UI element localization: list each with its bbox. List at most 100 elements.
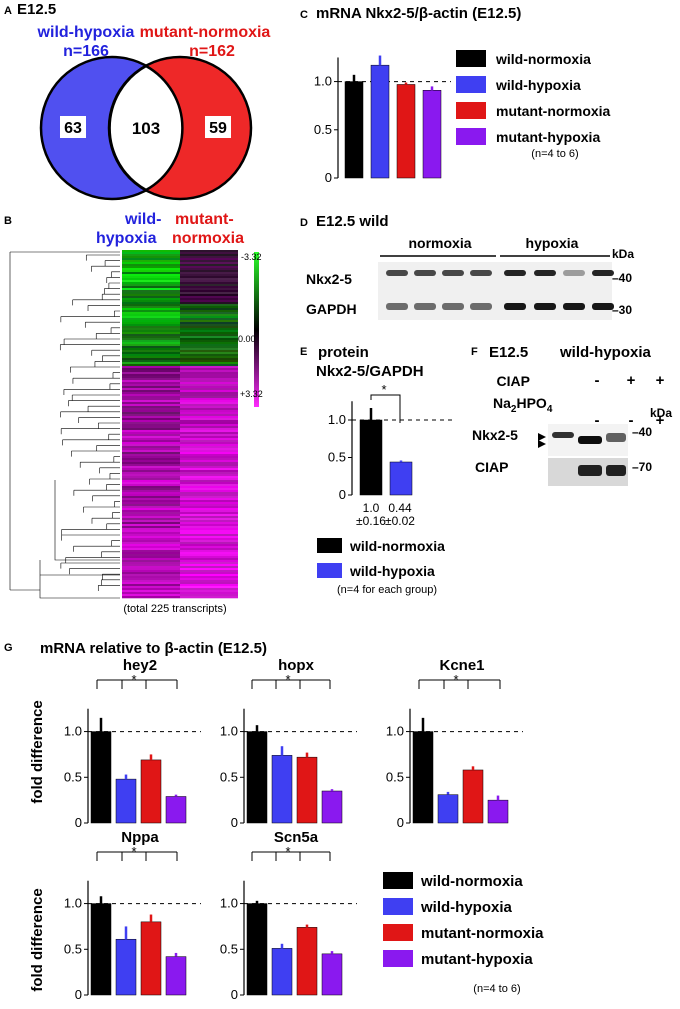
heatmap-cell <box>122 514 180 517</box>
blot-f-row-nkx: Nkx2-5 <box>472 427 518 443</box>
heatmap-cell <box>122 372 180 375</box>
panel-e-note: (n=4 for each group) <box>337 584 437 596</box>
heatmap-cell <box>180 254 238 257</box>
heatmap-cell <box>122 298 180 301</box>
color-scale-bar <box>254 252 259 407</box>
heatmap-cell <box>122 402 180 405</box>
heatmap-cell <box>122 290 180 293</box>
heatmap-cell <box>180 468 238 471</box>
dendrogram-branch <box>112 372 120 379</box>
dendrogram-branch <box>111 540 120 547</box>
heatmap-cell <box>122 532 180 535</box>
heatmap-cell <box>180 588 238 591</box>
heatmap-cell <box>180 566 238 569</box>
heatmap-cell <box>122 576 180 579</box>
heatmap-cell <box>180 462 238 465</box>
bar-mutant-normoxia <box>296 756 318 824</box>
dendrogram-branch <box>89 478 120 485</box>
ciap-sign-3: + <box>656 372 665 389</box>
band-f-ciap-3 <box>606 465 626 476</box>
heatmap-cell <box>122 380 180 383</box>
legend-swatch-wild-normoxia <box>383 872 413 889</box>
heatmap-cell <box>122 548 180 551</box>
ciap-row-label: CIAP <box>497 373 530 389</box>
panel-c-letter: C <box>300 9 308 21</box>
heatmap-cell <box>180 444 238 447</box>
heatmap-cell <box>122 558 180 561</box>
legend-swatch-mutant-normoxia <box>383 924 413 941</box>
chart-c: 0 0.5 1.0 <box>314 55 451 185</box>
heatmap-cell <box>122 464 180 467</box>
heatmap-cell <box>180 302 238 305</box>
heatmap-cell <box>122 458 180 461</box>
venn-right-label: mutant-normoxia <box>140 24 271 41</box>
dendrogram-branch <box>114 310 120 317</box>
heatmap-cell <box>122 348 180 351</box>
heatmap-cell <box>180 510 238 513</box>
heatmap-cell <box>180 546 238 549</box>
heatmap-cell <box>180 562 238 565</box>
heatmap-cell <box>180 342 238 345</box>
dendrogram-branch <box>60 411 120 418</box>
heatmap-cell <box>122 550 180 553</box>
heatmap-cell <box>180 542 238 545</box>
heatmap-cell <box>122 278 180 281</box>
heatmap-cell <box>180 454 238 457</box>
venn-left-count: 63 <box>64 120 82 137</box>
venn-left-n: n=166 <box>63 43 109 60</box>
heatmap-cell <box>122 292 180 295</box>
legend-g: wild-normoxia wild-hypoxia mutant-normoxia… <box>383 872 544 968</box>
heatmap-cell <box>180 384 238 387</box>
panel-g: G mRNA relative to β-actin (E12.5) fold … <box>4 640 544 1002</box>
heatmap-cell <box>122 582 180 585</box>
heatmap-cell <box>180 266 238 269</box>
heatmap-cell <box>122 486 180 489</box>
heatmap-cell <box>122 370 180 373</box>
legend-swatch-wild-normoxia <box>317 538 342 553</box>
heatmap-cell <box>122 580 180 583</box>
heatmap-cell <box>180 348 238 351</box>
dendrogram-branch <box>101 293 120 300</box>
heatmap-cell <box>122 252 180 255</box>
heatmap-cell <box>180 570 238 573</box>
heatmap-cell <box>122 536 180 539</box>
y-tick-label: 1.0 <box>64 724 82 739</box>
heatmap-cell <box>180 558 238 561</box>
heatmap-cell <box>180 568 238 571</box>
heatmap-cell <box>122 566 180 569</box>
heatmap-cell <box>122 424 180 427</box>
heatmap-cell <box>180 284 238 287</box>
heatmap-cell <box>122 362 180 365</box>
y-tick-label: 0.5 <box>386 769 404 784</box>
bar-mutant-hypoxia <box>165 956 187 996</box>
heatmap-cell <box>122 312 180 315</box>
chart-Nppa: Nppa 0 0.5 1.0 * <box>64 829 201 1002</box>
heatmap-cell <box>122 540 180 543</box>
chart-Scn5a: Scn5a 0 0.5 1.0 * <box>220 829 357 1002</box>
heatmap-cell <box>180 472 238 475</box>
heatmap-cell <box>180 590 238 593</box>
heatmap-cell <box>122 364 180 367</box>
dendrogram-branch <box>106 523 120 530</box>
bar-wild-normoxia <box>246 731 268 824</box>
heatmap-cell <box>180 536 238 539</box>
heatmap-cell <box>180 474 238 477</box>
band-nkx <box>442 270 464 276</box>
heatmap-cell <box>180 418 238 421</box>
heatmap-cell <box>180 516 238 519</box>
heatmap-cell <box>180 272 238 275</box>
blot-mw-40: –40 <box>612 271 632 285</box>
heatmap-cell <box>180 294 238 297</box>
band-nkx <box>534 270 556 276</box>
heatmap-cell <box>122 596 180 599</box>
heatmap-cell <box>122 530 180 533</box>
dendrogram-branch <box>92 495 120 502</box>
heatmap-cell <box>122 484 180 487</box>
heatmap-cell <box>180 332 238 335</box>
heatmap-cell <box>122 544 180 547</box>
dendrogram-branch <box>97 422 120 429</box>
heatmap-cell <box>180 440 238 443</box>
dendrogram-branch <box>84 321 120 328</box>
heatmap-cell <box>122 428 180 431</box>
heatmap-cell <box>180 392 238 395</box>
